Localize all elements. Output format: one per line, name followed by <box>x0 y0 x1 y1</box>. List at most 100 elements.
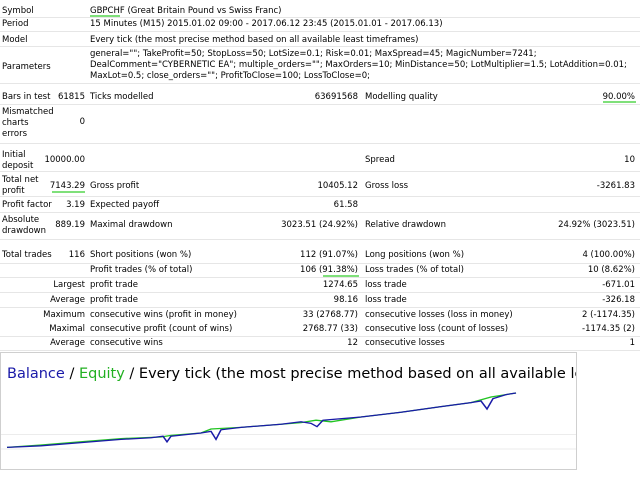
loss-trades-label: Loss trades (% of total) <box>365 265 464 275</box>
average-consecutive-losses-label: consecutive losses <box>365 338 445 348</box>
modelling-quality-value: 90.00% <box>602 92 635 102</box>
equity-line <box>6 392 517 449</box>
parameters-label: Parameters <box>2 62 51 72</box>
average-profit-value: 98.16 <box>333 295 358 305</box>
total-trades-value: 116 <box>68 250 85 260</box>
maximum-wins-label: consecutive wins (profit in money) <box>90 310 237 320</box>
gross-loss-label: Gross loss <box>365 181 409 191</box>
average-profit-label: profit trade <box>90 295 138 305</box>
maximal-loss-label: consecutive loss (count of losses) <box>365 324 509 334</box>
period-value: 15 Minutes (M15) 2015.01.02 09:00 - 2017… <box>90 19 443 29</box>
parameters-value: general=""; TakeProfit=50; StopLoss=50; … <box>90 49 627 81</box>
initial-deposit-value: 10000.00 <box>44 155 85 165</box>
average-consecutive-losses-value: 1 <box>629 338 635 348</box>
total-net-profit-value: 7143.29 <box>49 181 85 191</box>
divider <box>0 321 640 322</box>
divider <box>0 196 640 197</box>
average-loss-label: loss trade <box>365 295 407 305</box>
total-net-profit-label: Total net profit <box>2 175 39 196</box>
legend-balance: Balance <box>7 366 65 382</box>
maximal-drawdown-value: 3023.51 (24.92%) <box>281 220 358 230</box>
initial-deposit-label: Initial deposit <box>2 150 34 171</box>
symbol-highlight <box>90 15 120 17</box>
average-label: Average <box>50 295 85 305</box>
profit-factor-value: 3.19 <box>66 200 85 210</box>
largest-loss-label: loss trade <box>365 280 407 290</box>
relative-drawdown-value: 24.92% (3023.51) <box>558 220 635 230</box>
loss-trades-value: 10 (8.62%) <box>587 265 635 275</box>
period-label: Period <box>2 19 29 29</box>
maximal-profit-value: 2768.77 (33) <box>302 324 358 334</box>
long-positions-value: 4 (100.00%) <box>582 250 635 260</box>
chart-plot <box>1 392 576 450</box>
expected-payoff-value: 61.58 <box>333 200 358 210</box>
divider <box>0 104 640 105</box>
average-consecutive-wins-label: consecutive wins <box>90 338 163 348</box>
legend-separator: / <box>64 366 79 382</box>
profit-trades-highlight <box>323 275 359 277</box>
largest-label: Largest <box>53 280 85 290</box>
divider <box>0 239 640 240</box>
average-consecutive-wins-value: 12 <box>347 338 358 348</box>
legend-equity: Equity <box>78 366 125 382</box>
divider <box>0 277 640 278</box>
maximum-losses-label: consecutive losses (loss in money) <box>365 310 513 320</box>
relative-drawdown-label: Relative drawdown <box>365 220 446 230</box>
total-net-profit-highlight <box>52 191 85 193</box>
divider <box>0 17 640 18</box>
maximal-drawdown-label: Maximal drawdown <box>90 220 173 230</box>
absolute-drawdown-value: 889.19 <box>55 220 85 230</box>
chart-grid <box>1 434 576 450</box>
profit-trades-value: 106 (91.38%) <box>300 265 358 275</box>
maximum-losses-value: 2 (-1174.35) <box>582 310 635 320</box>
maximal-label: Maximal <box>49 324 85 334</box>
expected-payoff-label: Expected payoff <box>90 200 160 210</box>
divider <box>0 83 640 84</box>
total-trades-label: Total trades <box>2 250 52 260</box>
profit-trades-label: Profit trades (% of total) <box>90 265 193 275</box>
divider <box>0 336 640 337</box>
average-consecutive-label: Average <box>50 338 85 348</box>
divider <box>0 212 640 213</box>
symbol-label: Symbol <box>2 6 34 16</box>
modelling-quality-label: Modelling quality <box>365 92 438 102</box>
ticks-modelled-value: 63691568 <box>314 92 358 102</box>
model-label: Model <box>2 35 28 45</box>
maximal-profit-label: consecutive profit (count of wins) <box>90 324 233 334</box>
absolute-drawdown-label: Absolute drawdown <box>2 215 46 236</box>
spread-label: Spread <box>365 155 395 165</box>
divider <box>0 31 640 32</box>
maximum-wins-value: 33 (2768.77) <box>302 310 358 320</box>
divider <box>0 292 640 293</box>
largest-loss-value: -671.01 <box>602 280 635 290</box>
mismatched-value: 0 <box>79 117 85 127</box>
largest-profit-label: profit trade <box>90 280 138 290</box>
balance-equity-chart: Balance / Equity / Every tick (the most … <box>0 352 577 470</box>
model-value: Every tick (the most precise method base… <box>90 35 419 45</box>
divider <box>0 46 640 47</box>
profit-factor-label: Profit factor <box>2 200 52 210</box>
divider <box>0 350 640 351</box>
chart-legend: Balance / Equity / Every tick (the most … <box>7 366 576 382</box>
divider <box>0 263 640 264</box>
maximal-loss-value: -1174.35 (2) <box>582 324 635 334</box>
maximum-label: Maximum <box>43 310 85 320</box>
divider <box>0 307 640 308</box>
gross-profit-value: 10405.12 <box>317 181 358 191</box>
divider <box>0 143 640 144</box>
average-loss-value: -326.18 <box>602 295 635 305</box>
bars-in-test-label: Bars in test <box>2 92 51 102</box>
legend-description: Every tick (the most precise method base… <box>138 366 576 382</box>
symbol-value: GBPCHF (Great Britain Pound vs Swiss Fra… <box>90 6 282 16</box>
divider <box>0 171 640 172</box>
ticks-modelled-label: Ticks modelled <box>90 92 154 102</box>
short-positions-label: Short positions (won %) <box>90 250 192 260</box>
gross-loss-value: -3261.83 <box>596 181 635 191</box>
long-positions-label: Long positions (won %) <box>365 250 465 260</box>
gross-profit-label: Gross profit <box>90 181 140 191</box>
bars-in-test-value: 61815 <box>57 92 85 102</box>
largest-profit-value: 1274.65 <box>322 280 358 290</box>
spread-value: 10 <box>624 155 635 165</box>
modelling-quality-highlight <box>603 101 636 103</box>
balance-line <box>6 392 517 449</box>
